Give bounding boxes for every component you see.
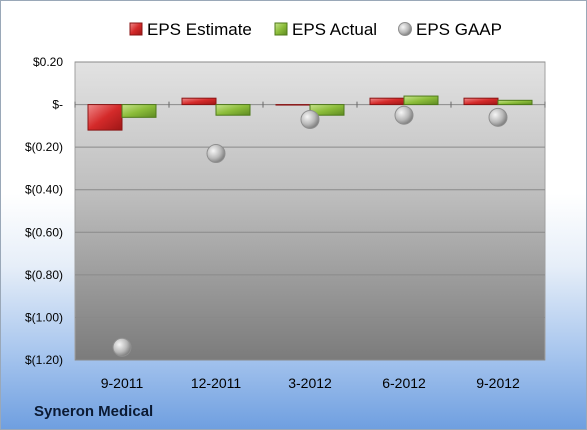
legend-label: EPS GAAP: [416, 20, 502, 39]
y-tick-label: $(0.60): [25, 225, 63, 239]
bar-eps-estimate: [181, 97, 217, 106]
x-tick-label: 6-2012: [382, 375, 426, 391]
bar-eps-actual: [309, 104, 345, 116]
x-tick-label: 9-2012: [476, 375, 520, 391]
bar-eps-actual: [121, 104, 157, 118]
marker-eps-gaap: [300, 109, 320, 129]
x-tick-label: 12-2011: [191, 375, 242, 391]
x-axis-ticks: 9-2011 12-2011 3-2012 6-2012 9-2012: [74, 101, 546, 391]
bar-eps-estimate: [369, 97, 405, 106]
y-tick-label: $(0.80): [25, 268, 63, 282]
legend-swatch: [274, 22, 288, 36]
y-tick-label: $(1.00): [25, 310, 63, 324]
gaap-markers: [112, 105, 508, 357]
y-tick-label: $(0.40): [25, 183, 63, 197]
y-tick-label: $(0.20): [25, 140, 63, 154]
legend-label: EPS Estimate: [147, 20, 252, 39]
bar-eps-actual: [215, 104, 251, 116]
marker-eps-gaap: [488, 107, 508, 127]
bar-eps-actual: [497, 99, 533, 106]
y-tick-label: $(1.20): [25, 353, 63, 367]
x-tick-label: 9-2011: [101, 375, 144, 391]
y-axis-ticks: $0.20 $- $(0.20) $(0.40) $(0.60) $(0.80) $(1.0…: [25, 55, 63, 367]
y-tick-label: $0.20: [33, 55, 63, 69]
legend-swatch: [129, 22, 143, 36]
marker-eps-gaap: [112, 337, 132, 357]
legend: EPS Estimate EPS Actual EPS GAAP: [129, 20, 502, 39]
y-tick-label: $-: [52, 98, 63, 112]
bar-eps-estimate: [87, 104, 123, 131]
bars: [87, 95, 533, 131]
bar-eps-estimate: [463, 97, 499, 106]
marker-eps-gaap: [394, 105, 414, 125]
legend-label: EPS Actual: [292, 20, 377, 39]
bar-eps-estimate: [275, 104, 311, 106]
bar-eps-actual: [403, 95, 439, 106]
company-name: Syneron Medical: [34, 403, 154, 420]
legend-swatch: [398, 22, 412, 36]
marker-eps-gaap: [206, 144, 226, 164]
x-tick-label: 3-2012: [288, 375, 332, 391]
